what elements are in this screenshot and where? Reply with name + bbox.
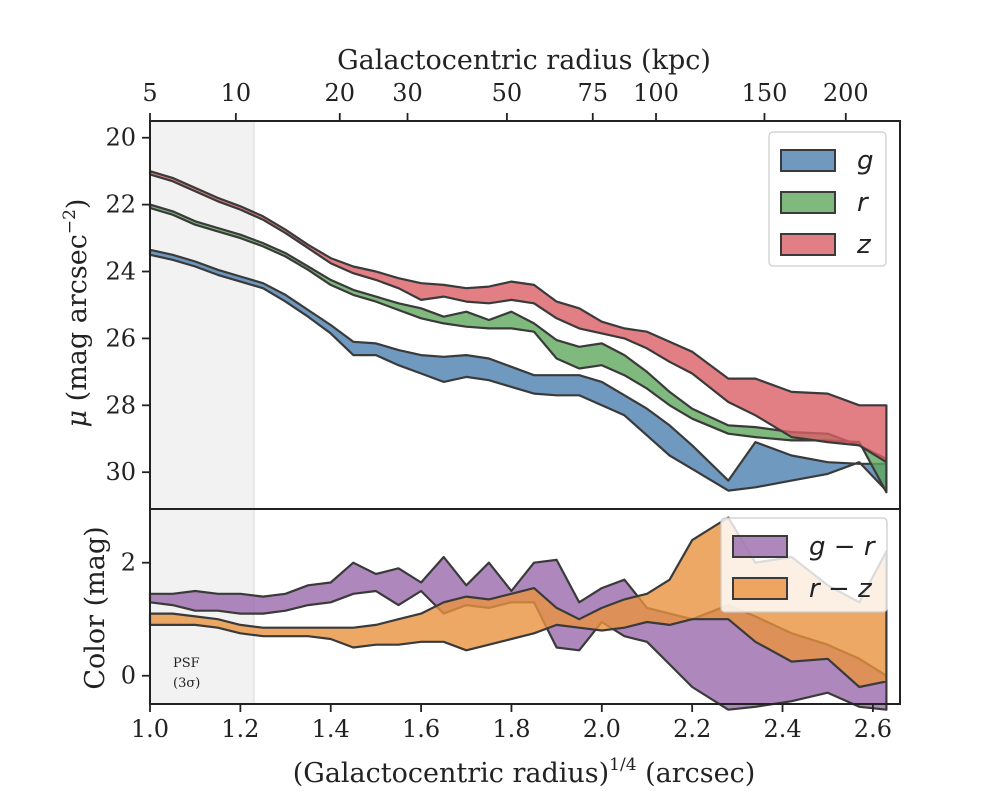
legend-top: grz [768, 131, 887, 267]
psf-region-top [150, 121, 254, 509]
top-x-tick-label: 10 [221, 79, 252, 107]
y-tick-label-bottom: 2 [121, 549, 136, 577]
x-tick-label: 2.6 [854, 715, 892, 743]
legend-label-z: z [856, 230, 872, 260]
y-tick-label-top: 30 [105, 458, 136, 486]
legend-label-r: r [857, 188, 870, 218]
x-tick-label: 1.6 [402, 715, 440, 743]
legend-swatch-r-z [732, 577, 788, 600]
surface-brightness-series [148, 170, 888, 494]
top-x-tick-label: 50 [492, 79, 523, 107]
band-r [148, 203, 888, 494]
band-r-z [148, 516, 888, 689]
band-z [148, 170, 888, 464]
bottom-panel-frame [149, 508, 901, 705]
top-x-tick-label: 75 [577, 79, 608, 107]
top-x-tick-label: 100 [633, 79, 679, 107]
top-x-tick-label: 200 [823, 79, 869, 107]
legend-swatch-g-r [732, 535, 788, 558]
band-g-r [148, 555, 888, 711]
x-tick-label: 1.0 [131, 715, 169, 743]
x-tick-label: 2.0 [583, 715, 621, 743]
y-tick-label-top: 28 [105, 391, 136, 419]
x-axis-title: (Galactocentric radius)1/4 (arcsec) [293, 755, 756, 789]
y-axis-title-bottom: Color (mag) [80, 526, 111, 689]
top-x-tick-label: 150 [742, 79, 788, 107]
x-tick-label: 1.2 [221, 715, 259, 743]
top-x-tick-label: 30 [392, 79, 423, 107]
legend-bottom: g − r r − z [720, 517, 888, 613]
legend-swatch-g [780, 149, 836, 172]
legend-swatch-r [780, 191, 836, 214]
y-axis-title-top: μ (mag arcsec−2) [60, 199, 93, 428]
x-tick-label: 1.8 [492, 715, 530, 743]
x-tick-label: 2.4 [763, 715, 801, 743]
x-tick-label: 2.2 [673, 715, 711, 743]
legend-label-g: g [857, 146, 874, 176]
top-x-tick-label: 5 [142, 79, 157, 107]
top-axis-title: Galactocentric radius (kpc) [337, 45, 711, 76]
psf-annotation-label: PSF [173, 656, 200, 671]
x-tick-label: 1.4 [312, 715, 350, 743]
y-tick-label-top: 24 [105, 258, 136, 286]
y-tick-label-bottom: 0 [121, 662, 136, 690]
top-x-tick-label: 20 [324, 79, 355, 107]
legend-label-r-z: r − z [809, 574, 873, 604]
y-tick-label-top: 26 [105, 324, 136, 352]
legend-label-g-r: g − r [809, 532, 877, 562]
legend-swatch-z [780, 233, 836, 256]
y-tick-label-top: 22 [105, 191, 136, 219]
y-tick-label-top: 20 [105, 124, 136, 152]
color-series [148, 516, 888, 711]
psf-annotation-sigma: (3σ) [173, 676, 200, 691]
axis-ticks: 20 22 24 26 28 30 0 2 1.0 1.2 1.4 1.6 1.8 2.0 2.2 2.4 2.… [105, 79, 892, 743]
